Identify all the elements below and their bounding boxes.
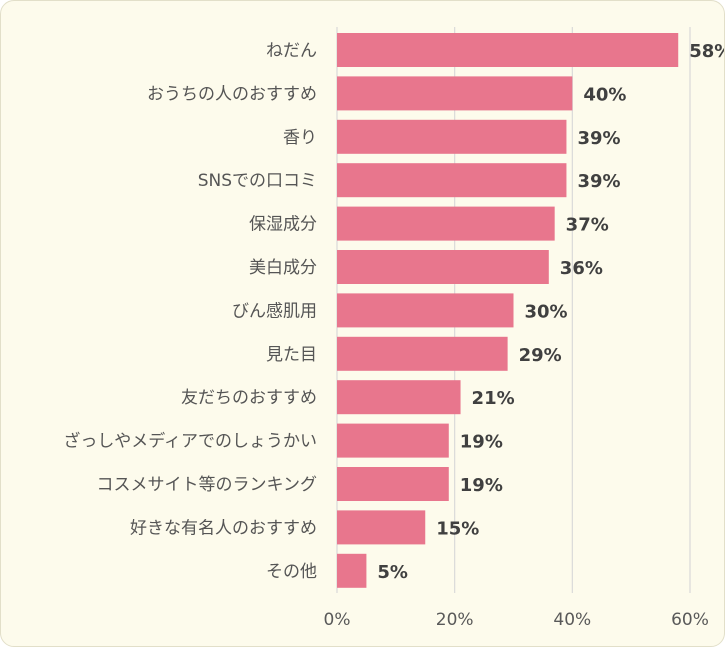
value-label-4: 37%	[566, 215, 609, 236]
value-label-8: 21%	[472, 388, 515, 409]
x-tick-label-2: 40%	[553, 610, 591, 630]
value-label-11: 15%	[436, 518, 479, 539]
bar-7	[337, 336, 508, 371]
bar-11	[337, 510, 426, 545]
bar-3	[337, 163, 567, 198]
x-tick-label-0: 0%	[324, 610, 351, 630]
x-tick-label-1: 20%	[436, 610, 474, 630]
bar-4	[337, 206, 555, 241]
value-label-6: 30%	[525, 301, 568, 322]
category-label-0: ねだん	[266, 41, 317, 61]
bar-10	[337, 467, 449, 501]
bar-2	[337, 119, 567, 154]
category-label-5: 美白成分	[249, 258, 317, 278]
category-label-10: コスメサイト等のランキング	[97, 475, 318, 495]
category-label-9: ざっしやメディアでのしょうかい	[63, 431, 317, 452]
value-label-1: 40%	[583, 84, 626, 105]
value-label-2: 39%	[577, 128, 620, 149]
category-label-4: 保湿成分	[249, 215, 317, 235]
category-label-2: 香り	[283, 128, 317, 148]
bar-0	[337, 33, 679, 67]
bar-1	[337, 76, 573, 111]
value-label-12: 5%	[377, 562, 408, 583]
category-label-11: 好きな有名人のおすすめ	[130, 518, 317, 538]
bar-5	[337, 250, 549, 284]
bar-12	[337, 553, 367, 588]
value-label-3: 39%	[577, 171, 620, 192]
value-label-5: 36%	[560, 258, 603, 279]
category-label-6: びん感肌用	[232, 301, 317, 321]
bar-6	[337, 293, 514, 328]
category-label-12: その他	[266, 562, 317, 582]
value-label-9: 19%	[460, 432, 503, 453]
category-label-1: おうちの人のおすすめ	[147, 84, 317, 104]
category-label-3: SNSでの口コミ	[198, 171, 317, 191]
bar-8	[337, 380, 461, 415]
bar-9	[337, 423, 449, 458]
value-label-7: 29%	[519, 345, 562, 366]
category-label-8: 友だちのおすすめ	[181, 388, 317, 408]
value-label-10: 19%	[460, 475, 503, 496]
x-tick-label-3: 60%	[671, 610, 709, 630]
value-label-0: 58%	[689, 41, 725, 62]
category-label-7: 見た目	[266, 345, 317, 365]
